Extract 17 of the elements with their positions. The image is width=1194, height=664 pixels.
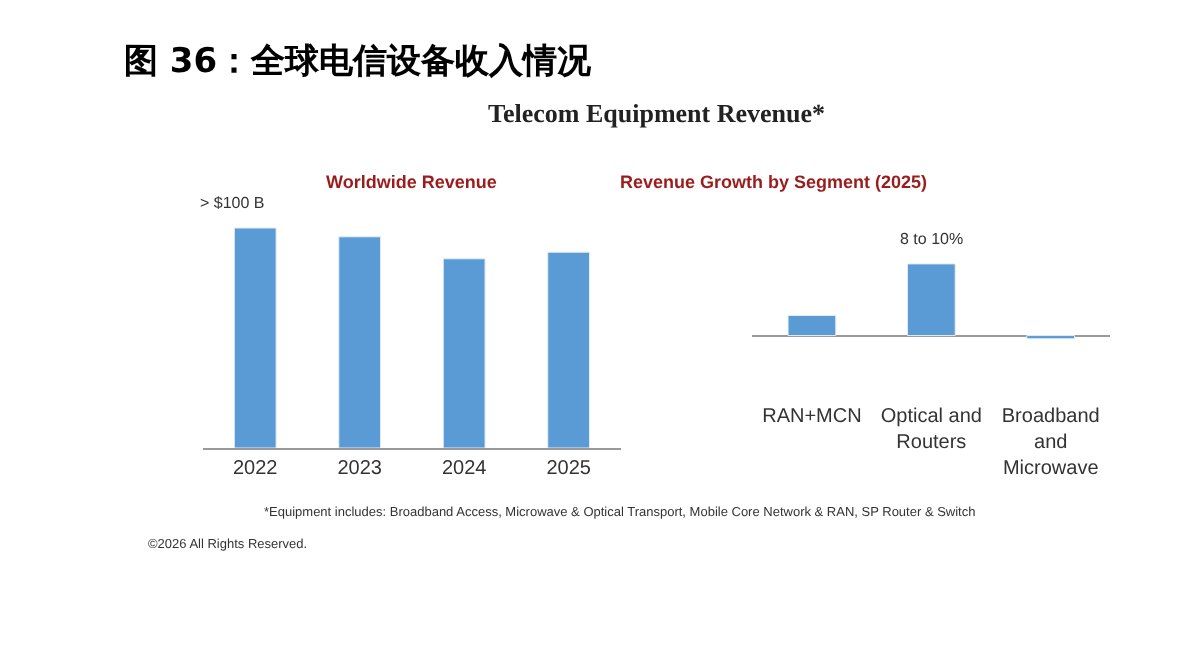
- bar: [233, 227, 277, 448]
- x-tick-label: 2024: [441, 458, 488, 480]
- annotation: > $100 B: [200, 194, 265, 212]
- chart-title: Revenue Growth by Segment (2025): [620, 172, 928, 192]
- bar: [338, 236, 382, 448]
- x-tick-label: RAN+MCN: [762, 406, 862, 428]
- text: Telecom Equipment Revenue*: [488, 98, 826, 128]
- bar: [442, 258, 486, 448]
- annotation: 8 to 10%: [900, 230, 964, 248]
- x-tick-label: 2023: [337, 458, 383, 480]
- x-tick-label: 2025: [546, 458, 592, 480]
- x-tick-label: Broadband and Microwave: [1001, 406, 1100, 480]
- x-tick-label: Optical and Routers: [880, 406, 982, 454]
- bar: [547, 251, 591, 448]
- caption: 图 36：全球电信设备收入情况: [124, 42, 594, 82]
- chart-title: Worldwide Revenue: [326, 172, 497, 192]
- x-tick-label: 2022: [232, 458, 279, 480]
